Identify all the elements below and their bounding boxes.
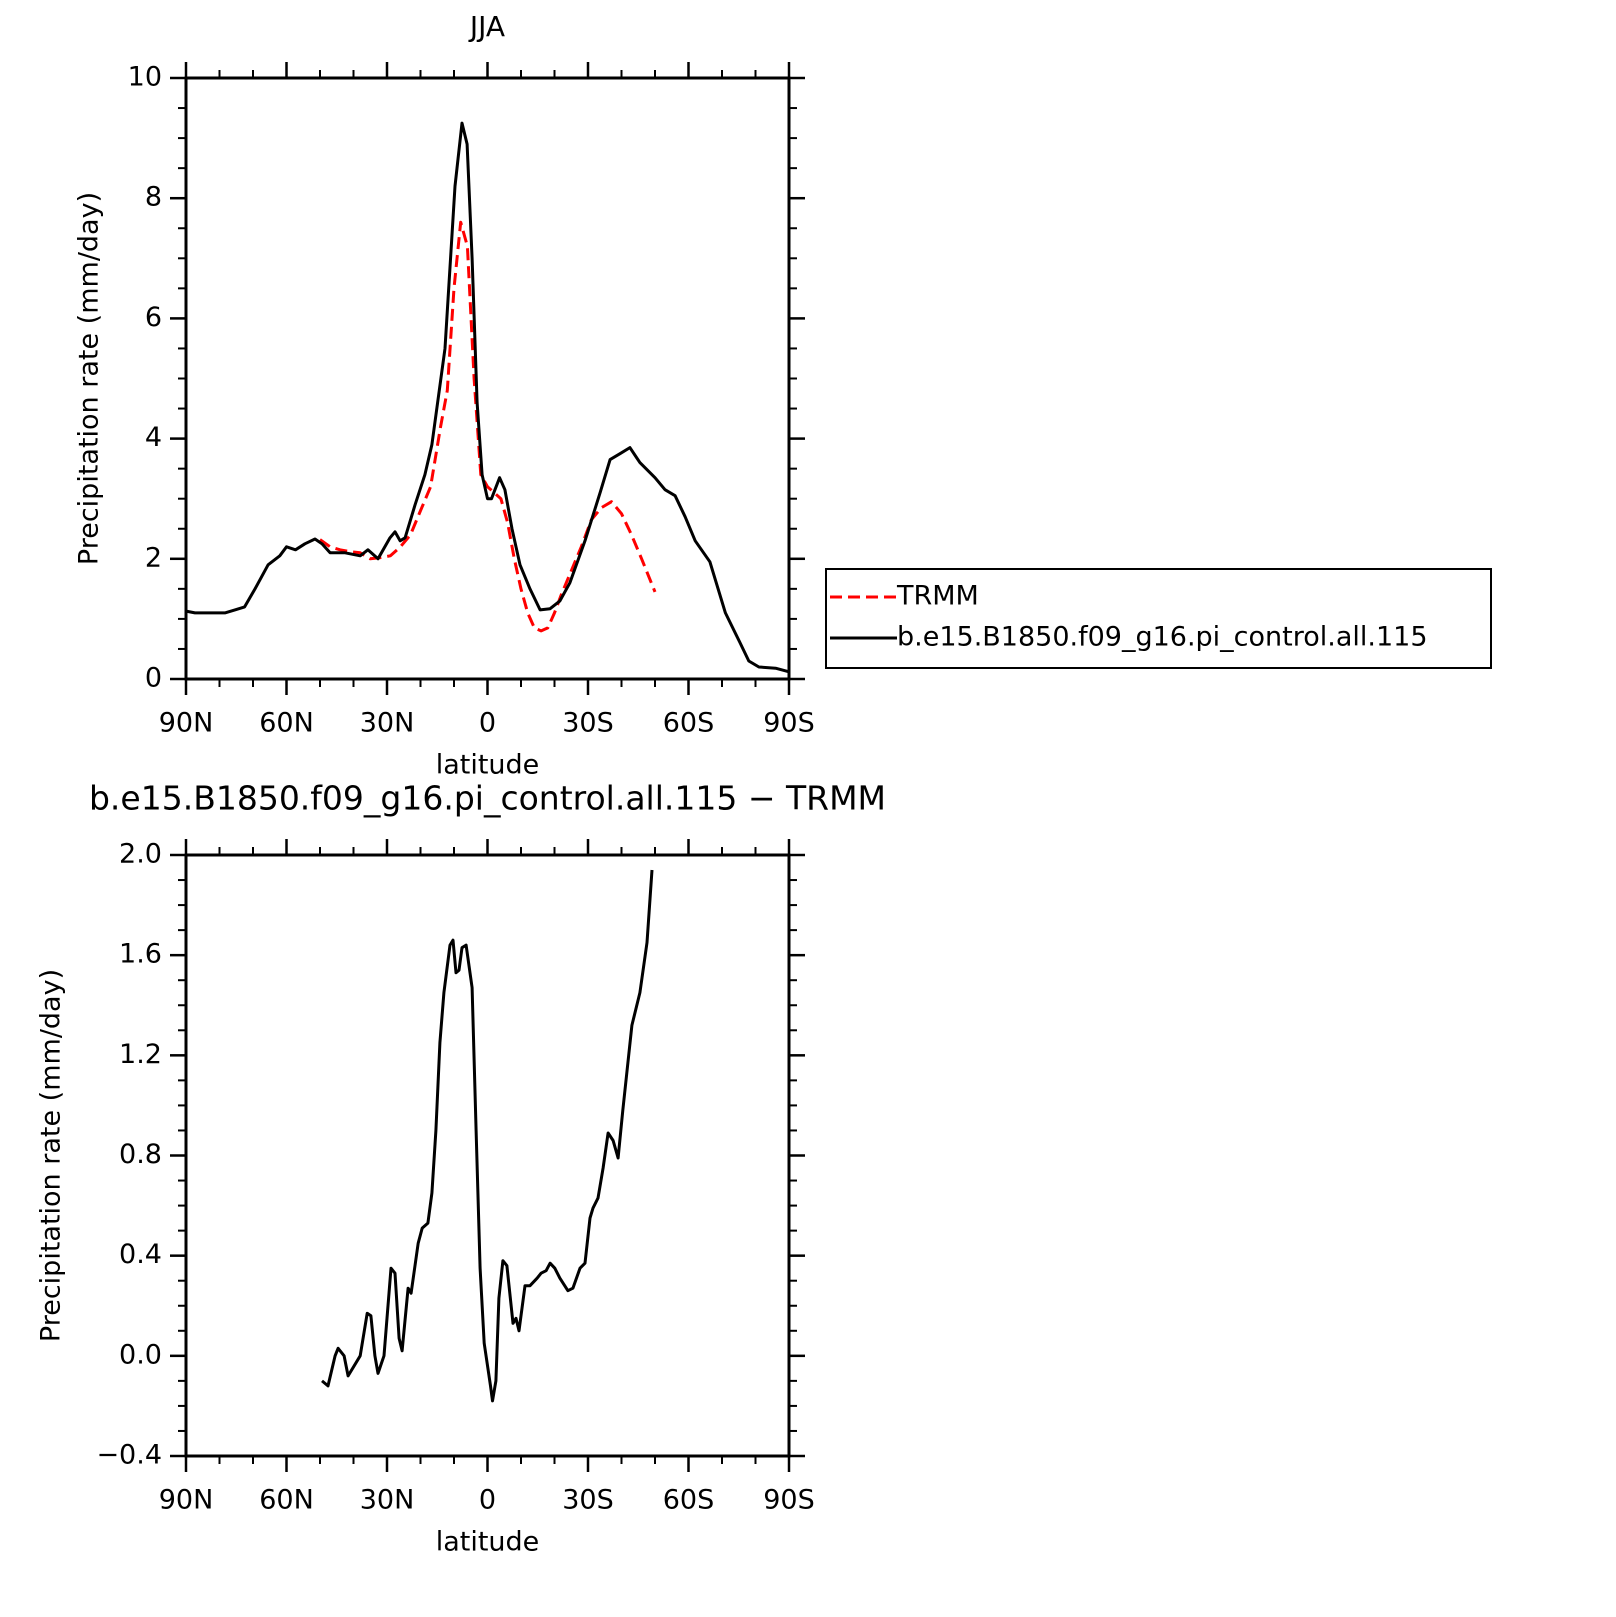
x-tick-label: 30S	[562, 708, 614, 739]
x-tick-label: 0	[479, 708, 496, 739]
x-tick-label: 60N	[259, 1485, 314, 1516]
x-axis-label: latitude	[436, 1527, 540, 1558]
plot-frame	[184, 76, 791, 681]
x-tick-label: 30N	[360, 708, 415, 739]
y-tick-label: 8	[145, 182, 162, 213]
x-tick-label: 60S	[663, 1485, 715, 1516]
y-tick-label: −0.4	[96, 1440, 162, 1471]
x-tick-label: 90N	[159, 708, 214, 739]
x-axis-label: latitude	[436, 750, 540, 781]
x-tick-label: 30S	[562, 1485, 614, 1516]
data-line	[319, 220, 657, 633]
y-tick-label: 2	[145, 542, 162, 573]
x-tick-label: 90N	[159, 1485, 214, 1516]
plot-frame	[184, 853, 791, 1458]
x-tick-label: 30N	[360, 1485, 415, 1516]
y-tick-label: 0.8	[119, 1139, 162, 1170]
x-tick-label: 60S	[663, 708, 715, 739]
legend-box	[825, 568, 1492, 669]
y-axis-label: Precipitation rate (mm/day)	[74, 192, 105, 565]
x-tick-label: 60N	[259, 708, 314, 739]
y-tick-label: 0	[145, 663, 162, 694]
y-tick-label: 1.6	[119, 939, 162, 970]
y-tick-label: 0.0	[119, 1339, 162, 1370]
data-line	[321, 869, 654, 1403]
y-tick-label: 10	[128, 62, 162, 93]
y-tick-label: 2.0	[119, 839, 162, 870]
legend-label: TRMM	[896, 581, 979, 612]
y-tick-label: 1.2	[119, 1039, 162, 1070]
y-axis-label: Precipitation rate (mm/day)	[36, 969, 67, 1342]
y-tick-label: 6	[145, 302, 162, 333]
x-tick-label: 90S	[763, 708, 815, 739]
chart-title: JJA	[468, 10, 505, 43]
x-tick-label: 0	[479, 1485, 496, 1516]
y-tick-label: 4	[145, 422, 162, 453]
y-tick-label: 0.4	[119, 1239, 162, 1270]
data-line	[185, 121, 790, 674]
legend-label: b.e15.B1850.f09_g16.pi_control.all.115	[897, 622, 1428, 653]
x-tick-label: 90S	[763, 1485, 815, 1516]
chart-title: b.e15.B1850.f09_g16.pi_control.all.115 −…	[89, 779, 886, 818]
